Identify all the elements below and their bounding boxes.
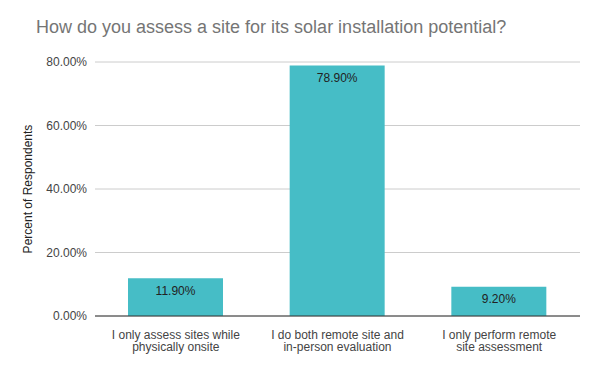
svg-text:0.00%: 0.00% xyxy=(53,309,87,323)
svg-text:11.90%: 11.90% xyxy=(156,284,196,298)
html-text:How do you assess a site for i: How do you assess a site for its solar i… xyxy=(36,17,507,37)
svg-text:I only perform remotesite asse: I only perform remotesite assessment xyxy=(442,328,556,354)
svg-text:20.00%: 20.00% xyxy=(46,246,87,260)
svg-text:I only assess sites whilephysi: I only assess sites whilephysically onsi… xyxy=(112,328,240,354)
svg-text:60.00%: 60.00% xyxy=(46,119,87,133)
svg-text:Percent of Respondents: Percent of Respondents xyxy=(21,125,35,254)
svg-text:I do both remote site andin-pe: I do both remote site andin-person evalu… xyxy=(271,328,404,354)
svg-text:80.00%: 80.00% xyxy=(46,55,87,69)
svg-text:9.20%: 9.20% xyxy=(482,292,516,306)
svg-text:78.90%: 78.90% xyxy=(317,71,358,85)
svg-text:40.00%: 40.00% xyxy=(46,182,87,196)
